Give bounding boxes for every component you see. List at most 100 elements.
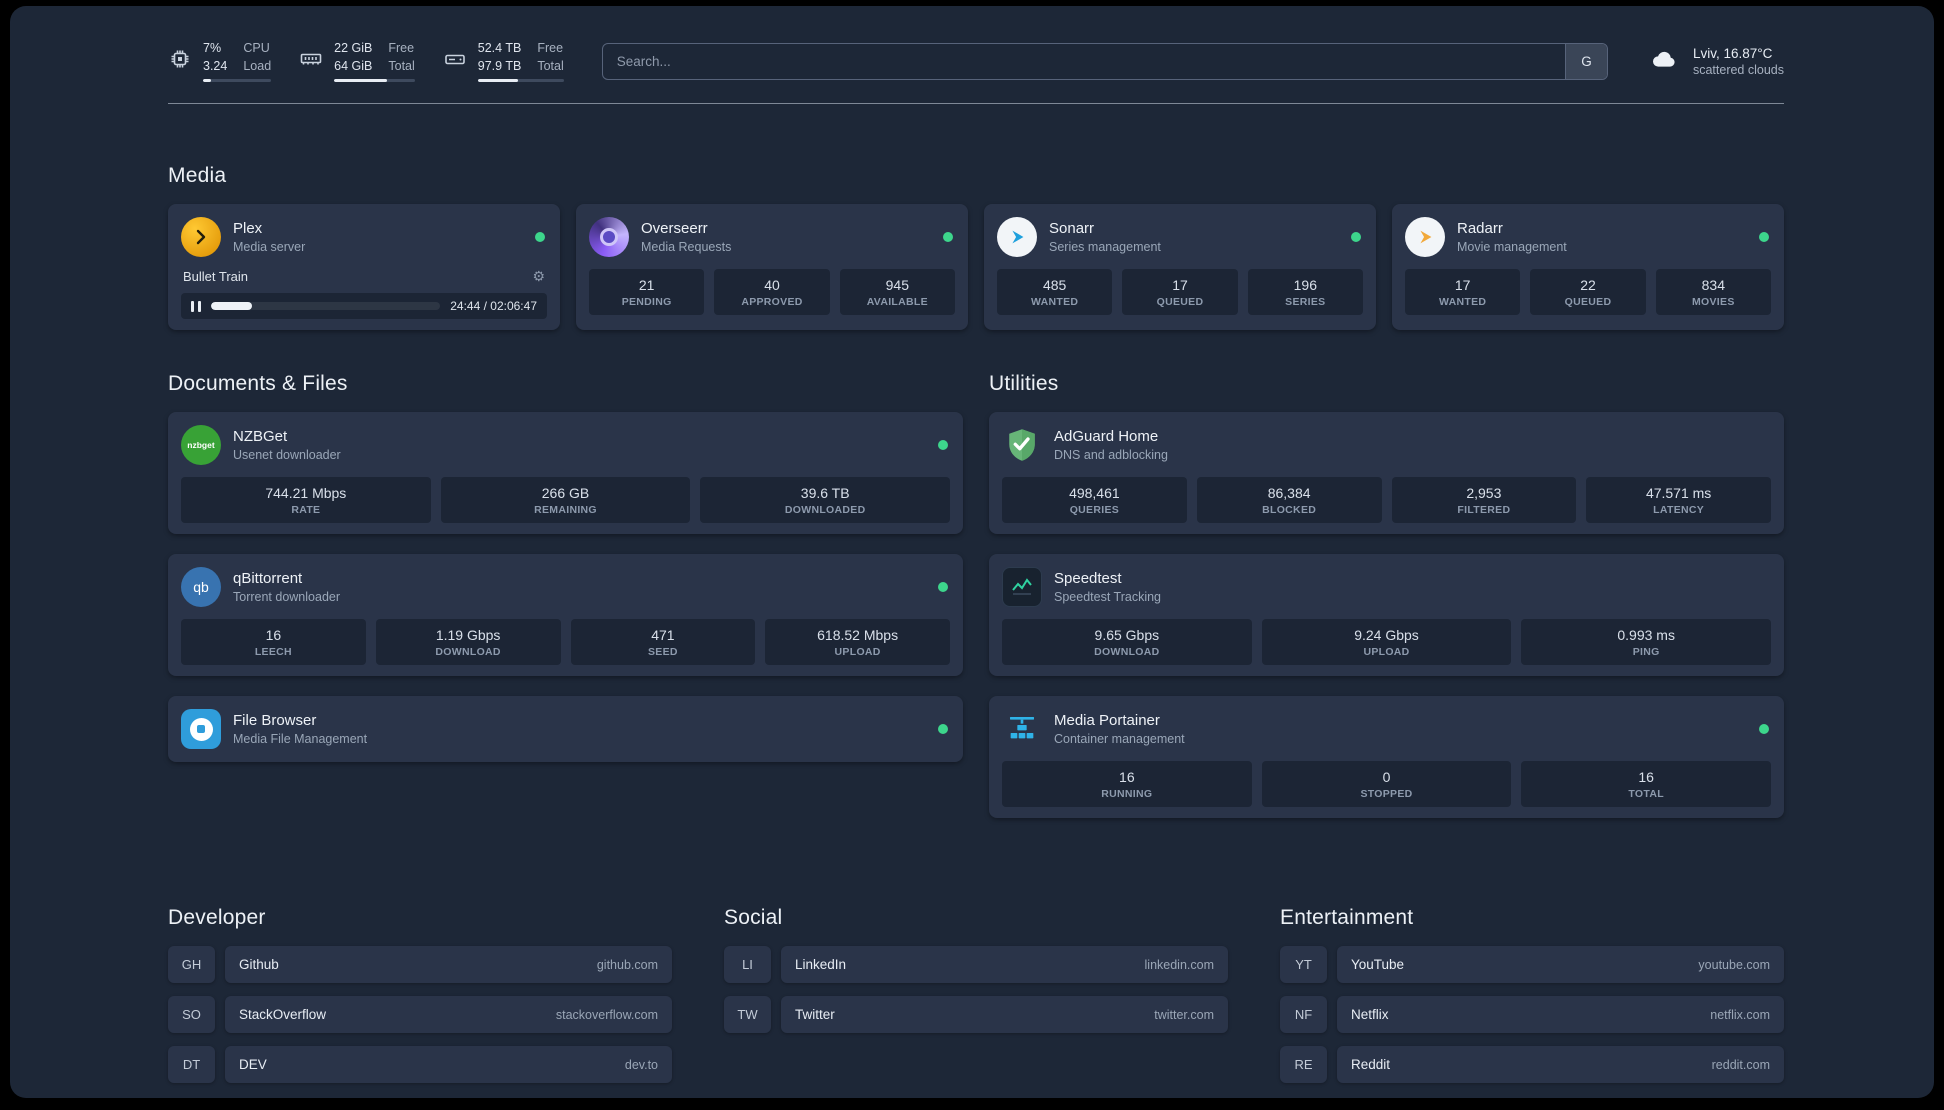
stat-value: 39.6 TB (800, 485, 850, 501)
stat-value: 485 (1042, 277, 1067, 293)
pause-icon[interactable] (191, 300, 201, 312)
documents-heading: Documents & Files (168, 372, 348, 395)
stat-label: BLOCKED (1262, 504, 1317, 516)
adguard-icon (1002, 425, 1042, 465)
service-subtitle: DNS and adblocking (1054, 448, 1168, 462)
service-card-sonarr[interactable]: Sonarr Series management 485 WANTED 17 Q… (984, 204, 1376, 330)
utilities-heading: Utilities (989, 372, 1059, 395)
stat-label: DOWNLOADED (784, 504, 866, 516)
status-dot (535, 232, 545, 242)
plex-icon (181, 217, 221, 257)
stat-block: 16 TOTAL (1521, 761, 1772, 807)
bookmark-abbr[interactable]: GH (168, 946, 215, 983)
bookmark-name: Twitter (795, 1007, 835, 1022)
disk-monitor: 52.4 TB 97.9 TB Free Total (443, 40, 564, 82)
service-card-radarr[interactable]: Radarr Movie management 17 WANTED 22 QUE… (1392, 204, 1784, 330)
bookmark-youtube[interactable]: YT YouTube youtube.com (1280, 946, 1784, 983)
disk-free-value: 52.4 TB (477, 41, 522, 55)
bookmark-name: Reddit (1351, 1057, 1391, 1072)
stat-value: 86,384 (1267, 485, 1311, 501)
status-dot (1759, 232, 1769, 242)
memory-progress-bar (334, 79, 415, 82)
bookmark-linkedin[interactable]: LI LinkedIn linkedin.com (724, 946, 1228, 983)
bookmark-abbr[interactable]: TW (724, 996, 771, 1033)
service-subtitle: Movie management (1457, 240, 1567, 254)
service-card-plex[interactable]: Plex Media server Bullet Train ⚙ 24:44 /… (168, 204, 560, 330)
stat-block: 22 QUEUED (1530, 269, 1646, 315)
service-subtitle: Media File Management (233, 732, 368, 746)
bookmark-abbr[interactable]: RE (1280, 1046, 1327, 1083)
social-heading: Social (724, 906, 783, 929)
stat-label: LEECH (254, 646, 292, 658)
bookmark-abbr[interactable]: SO (168, 996, 215, 1033)
service-card-nzbget[interactable]: nzbget NZBGet Usenet downloader 744.21 M… (168, 412, 963, 534)
memory-icon (299, 47, 323, 76)
stat-block: 196 SERIES (1247, 269, 1363, 315)
service-title: AdGuard Home (1054, 428, 1159, 445)
service-card-qbittorrent[interactable]: qb qBittorrent Torrent downloader 16 LEE… (168, 554, 963, 676)
bookmark-twitter[interactable]: TW Twitter twitter.com (724, 996, 1228, 1033)
bookmark-dev[interactable]: DT DEV dev.to (168, 1046, 672, 1083)
service-title: Sonarr (1049, 220, 1095, 237)
filebrowser-icon (181, 709, 221, 749)
bookmark-stackoverflow[interactable]: SO StackOverflow stackoverflow.com (168, 996, 672, 1033)
bookmark-abbr[interactable]: LI (724, 946, 771, 983)
cpu-progress-bar (203, 79, 272, 82)
stat-value: 21 (638, 277, 655, 293)
stat-value: 471 (651, 627, 675, 643)
stat-label: SERIES (1285, 296, 1326, 308)
stat-value: 834 (1701, 277, 1725, 293)
service-card-overseerr[interactable]: Overseerr Media Requests 21 PENDING 40 A… (576, 204, 968, 330)
stat-value: 17 (1454, 277, 1471, 293)
cpu-monitor: 7% 3.24 CPU Load (168, 40, 272, 82)
bookmark-abbr[interactable]: NF (1280, 996, 1327, 1033)
service-card-filebrowser[interactable]: File Browser Media File Management (168, 696, 963, 762)
stat-value: 22 (1580, 277, 1596, 293)
service-card-portainer[interactable]: Media Portainer Container management 16 … (989, 696, 1784, 818)
bookmark-reddit[interactable]: RE Reddit reddit.com (1280, 1046, 1784, 1083)
disk-progress-bar (477, 79, 564, 82)
stat-block: 0 STOPPED (1261, 761, 1512, 807)
stat-label: RATE (291, 504, 321, 516)
weather-widget[interactable]: Lviv, 16.87°C scattered clouds (1646, 45, 1784, 78)
sonarr-icon (997, 217, 1037, 257)
stat-label: REMAINING (534, 504, 597, 516)
overseerr-icon (589, 217, 629, 257)
stat-label: DOWNLOAD (1094, 646, 1160, 658)
service-title: Speedtest (1054, 570, 1122, 587)
playback-progress-bar[interactable] (211, 302, 441, 310)
service-card-speedtest[interactable]: Speedtest Speedtest Tracking 9.65 Gbps D… (989, 554, 1784, 676)
stat-block: 618.52 Mbps UPLOAD (765, 619, 950, 665)
gear-icon[interactable]: ⚙ (532, 268, 545, 284)
service-title: NZBGet (233, 428, 288, 445)
stat-label: APPROVED (741, 296, 803, 308)
stat-label: STOPPED (1360, 788, 1413, 800)
stat-block: 834 MOVIES (1655, 269, 1771, 315)
bookmark-domain: github.com (596, 957, 658, 972)
search-input[interactable] (602, 43, 1565, 79)
stat-label: SEED (647, 646, 678, 658)
disk-free-label: Free (537, 41, 564, 55)
service-card-adguard[interactable]: AdGuard Home DNS and adblocking 498,461 … (989, 412, 1784, 534)
stat-value: 2,953 (1466, 485, 1502, 501)
bookmark-abbr[interactable]: DT (168, 1046, 215, 1083)
service-title: qBittorrent (233, 570, 303, 587)
bookmark-group-entertainment: Entertainment YT YouTube youtube.com NF … (1280, 906, 1784, 1083)
bookmark-netflix[interactable]: NF Netflix netflix.com (1280, 996, 1784, 1033)
stat-block: 471 SEED (570, 619, 756, 665)
stat-label: QUEUED (1564, 296, 1612, 308)
disk-icon (443, 47, 467, 76)
stat-label: QUERIES (1069, 504, 1120, 516)
status-dot (938, 440, 948, 450)
search-provider-button[interactable]: G (1564, 43, 1607, 79)
bookmark-github[interactable]: GH Github github.com (168, 946, 672, 983)
bookmark-domain: twitter.com (1154, 1007, 1214, 1022)
bookmark-abbr[interactable]: YT (1280, 946, 1327, 983)
speedtest-icon (1002, 567, 1042, 607)
service-subtitle: Media server (233, 240, 306, 254)
stat-block: 485 WANTED (997, 269, 1113, 315)
service-title: Overseerr (641, 220, 708, 237)
stat-value: 16 (1119, 769, 1135, 785)
service-title: Radarr (1457, 220, 1503, 237)
stat-block: 1.19 Gbps DOWNLOAD (375, 619, 561, 665)
